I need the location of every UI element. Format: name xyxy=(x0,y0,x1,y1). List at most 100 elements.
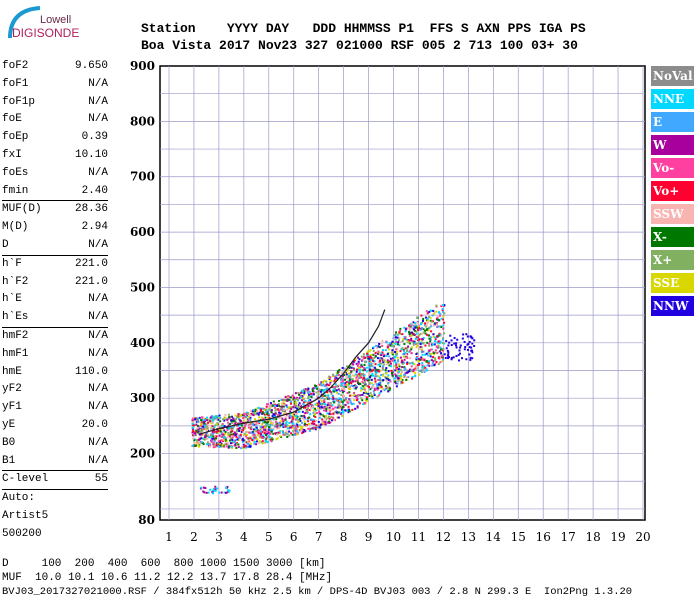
echo-point xyxy=(429,355,432,358)
echo-point xyxy=(415,346,418,349)
param-row: yF1 N/A xyxy=(2,399,108,417)
echo-point xyxy=(217,417,220,420)
echo-point xyxy=(330,379,333,382)
echo-point xyxy=(273,403,276,406)
echo-point xyxy=(192,437,195,440)
echo-point xyxy=(369,376,372,379)
echo-point xyxy=(415,324,418,327)
echo-point xyxy=(304,388,307,391)
echo-point xyxy=(361,399,364,402)
echo-point xyxy=(306,419,309,422)
y-tick-label: 600 xyxy=(130,225,155,239)
echo-point xyxy=(322,409,325,412)
echo-point xyxy=(242,419,245,422)
echo-point xyxy=(402,338,405,341)
echo-point xyxy=(276,427,279,430)
echo-point xyxy=(195,439,198,442)
echo-point xyxy=(335,389,338,392)
echo-point xyxy=(412,362,415,365)
echo-point xyxy=(217,440,220,443)
echo-point xyxy=(291,424,294,427)
echo-point xyxy=(281,408,284,411)
echo-point xyxy=(322,390,325,393)
echo-point xyxy=(374,363,377,366)
echo-point xyxy=(430,325,433,328)
echo-point xyxy=(420,348,423,351)
echo-point xyxy=(310,422,313,425)
echo-point xyxy=(349,401,352,404)
echo-point xyxy=(273,406,276,409)
echo-point xyxy=(355,396,358,399)
echo-point xyxy=(315,391,318,394)
echo-point xyxy=(330,391,333,394)
echo-point xyxy=(401,339,404,342)
echo-point xyxy=(463,348,466,351)
echo-point xyxy=(373,369,376,372)
echo-point xyxy=(348,394,351,397)
echo-point xyxy=(237,413,240,416)
echo-point xyxy=(347,372,350,375)
echo-point xyxy=(339,390,342,393)
echo-point xyxy=(341,380,344,383)
echo-point xyxy=(337,404,340,407)
echo-point xyxy=(288,430,291,433)
echo-point xyxy=(373,392,376,395)
echo-point xyxy=(420,322,423,325)
echo-point xyxy=(232,441,235,444)
x-tick-label: 8 xyxy=(340,530,348,544)
echo-point xyxy=(363,381,366,384)
echo-point xyxy=(340,377,343,380)
echo-point xyxy=(381,367,384,370)
echo-point xyxy=(402,355,405,358)
echo-point xyxy=(328,408,331,411)
echo-point xyxy=(338,368,341,371)
echo-point xyxy=(274,432,277,435)
echo-point xyxy=(402,348,405,351)
echo-point xyxy=(362,378,365,381)
echo-point xyxy=(427,329,430,332)
echo-point xyxy=(420,345,423,348)
echo-point xyxy=(416,344,419,347)
echo-point xyxy=(386,375,389,378)
echo-point xyxy=(371,365,374,368)
echo-point xyxy=(274,409,277,412)
param-row: foEp 0.39 xyxy=(2,129,108,147)
echo-point xyxy=(347,368,350,371)
echo-point xyxy=(267,413,270,416)
param-row: foF1 N/A xyxy=(2,76,108,94)
param-name: MUF(D) xyxy=(2,203,42,216)
echo-point xyxy=(346,365,349,368)
echo-point xyxy=(353,386,356,389)
echo-point xyxy=(225,442,228,445)
echo-point xyxy=(436,351,439,354)
echo-point xyxy=(361,393,364,396)
echo-point xyxy=(277,413,280,416)
echo-point xyxy=(288,424,291,427)
echo-point xyxy=(430,330,433,333)
echo-point xyxy=(226,418,229,421)
param-row: fmin 2.40 xyxy=(2,183,108,201)
echo-point xyxy=(318,390,321,393)
echo-point xyxy=(354,407,357,410)
echo-point xyxy=(447,356,450,359)
echo-point xyxy=(359,376,362,379)
echo-point xyxy=(231,433,234,436)
param-row: M(D) 2.94 xyxy=(2,219,108,237)
echo-point xyxy=(469,335,472,338)
param-name: B1 xyxy=(2,454,16,467)
echo-point xyxy=(347,411,350,414)
echo-point xyxy=(414,326,417,329)
echo-point xyxy=(294,418,297,421)
x-tick-label: 7 xyxy=(315,530,323,544)
echo-point xyxy=(374,373,377,376)
echo-point xyxy=(301,410,304,413)
echo-point xyxy=(223,445,226,448)
echo-point xyxy=(389,362,392,365)
echo-point xyxy=(323,385,326,388)
echo-point xyxy=(354,373,357,376)
echo-point xyxy=(341,400,344,403)
echo-point xyxy=(223,436,226,439)
echo-point xyxy=(348,391,351,394)
echo-point xyxy=(377,351,380,354)
echo-point xyxy=(347,387,350,390)
